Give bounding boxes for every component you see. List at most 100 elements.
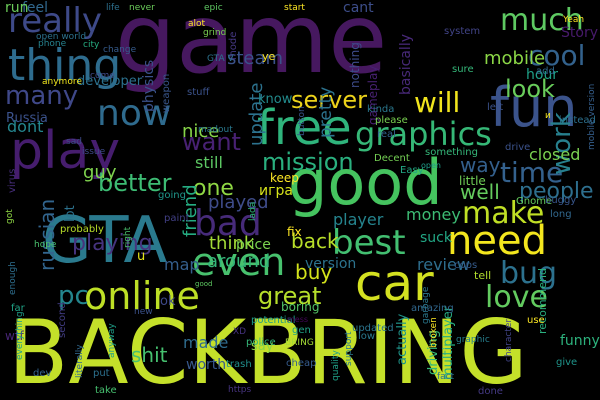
word-going: going bbox=[158, 190, 186, 201]
word-never: never bbox=[129, 3, 155, 13]
word-change: change bbox=[103, 45, 137, 55]
word-epic: epic bbox=[204, 3, 223, 13]
word-игра: игра bbox=[259, 183, 293, 199]
word-funny: funny bbox=[560, 333, 600, 349]
word-virus: virus bbox=[7, 169, 18, 193]
word-fix: fix bbox=[287, 225, 302, 239]
word-playing: playing bbox=[72, 231, 153, 256]
word-phone: phone bbox=[38, 39, 67, 49]
word-long: long bbox=[550, 209, 572, 220]
word-button: button bbox=[297, 106, 307, 136]
word-gen: gen bbox=[292, 325, 311, 336]
word-player: player bbox=[333, 210, 384, 229]
word-low: low bbox=[358, 331, 375, 342]
word-good: good bbox=[288, 146, 443, 219]
word-make: make bbox=[462, 196, 544, 231]
word-instead: instead bbox=[559, 115, 596, 126]
word-boring: boring bbox=[281, 300, 319, 314]
word-nothing: nothing bbox=[348, 42, 362, 88]
word-physics: physics bbox=[141, 60, 157, 112]
word-review: review bbox=[417, 255, 470, 274]
word-shit: shit bbox=[131, 343, 168, 367]
word-anymore: anymore bbox=[42, 77, 82, 87]
word-update: update bbox=[246, 83, 267, 146]
word-xd: XD bbox=[233, 327, 246, 337]
word-https: https bbox=[228, 385, 251, 395]
word-really: really bbox=[8, 1, 102, 41]
word-closed: closed bbox=[529, 145, 580, 164]
word-amazing: amazing bbox=[411, 303, 454, 314]
word-online: online bbox=[84, 274, 200, 318]
word-price: price bbox=[236, 237, 271, 253]
word-updated: updated bbox=[352, 323, 394, 334]
word-bug: bug bbox=[500, 256, 557, 291]
word-suck: suck bbox=[420, 230, 453, 246]
word-feel: feel bbox=[22, 0, 48, 16]
word-worth: worth bbox=[186, 357, 226, 373]
word-one: one bbox=[193, 176, 234, 201]
word-bring: BRING bbox=[285, 338, 314, 348]
word-potential: potential bbox=[251, 315, 295, 326]
word-cool: cool bbox=[528, 39, 585, 72]
word-real: real bbox=[377, 129, 396, 140]
word-server: server bbox=[291, 86, 367, 114]
word-weapon: weapon bbox=[161, 74, 172, 113]
word-mode: mode bbox=[228, 32, 239, 60]
word-fun: fun bbox=[490, 76, 577, 139]
word-money: money bbox=[406, 205, 461, 224]
word-way: way bbox=[460, 153, 501, 177]
word-back: back bbox=[291, 229, 339, 253]
word-well: well bbox=[460, 180, 500, 204]
word-map: map bbox=[164, 255, 200, 274]
word-car: car bbox=[355, 254, 434, 312]
word-love: love bbox=[485, 280, 548, 315]
word-mission: mission bbox=[262, 148, 354, 176]
word-gameplay: gameplay bbox=[366, 66, 380, 125]
word-bad: bad bbox=[194, 203, 262, 244]
word-recommend: recommend bbox=[536, 268, 549, 334]
word-grind: grind bbox=[203, 28, 226, 38]
word-graphics: graphics bbox=[355, 115, 492, 153]
word-literally: literally bbox=[75, 344, 85, 378]
word-please: please bbox=[375, 115, 408, 126]
word-gta-v: GTA V bbox=[207, 54, 234, 64]
word-around: around bbox=[207, 251, 270, 272]
word-want: want bbox=[182, 128, 241, 156]
word-start: start bbox=[284, 3, 305, 13]
word-trash: trash bbox=[226, 359, 252, 370]
word-life: life bbox=[106, 3, 120, 13]
word-good: good bbox=[195, 280, 212, 288]
word-far: far bbox=[11, 303, 26, 314]
word-work: work bbox=[547, 112, 577, 175]
word-developer: developer bbox=[77, 74, 143, 89]
word-time: time bbox=[500, 156, 563, 189]
word-got: got bbox=[5, 209, 15, 224]
word-sad: sad bbox=[66, 137, 82, 147]
word-police: police bbox=[246, 337, 276, 348]
word-easy: Easy bbox=[400, 165, 424, 176]
word-still: still bbox=[195, 153, 223, 172]
word-something: something bbox=[425, 147, 478, 158]
word-issue: issue bbox=[82, 147, 106, 157]
word-come: come bbox=[90, 71, 115, 81]
word-lada: lada bbox=[248, 202, 258, 221]
word-put: put bbox=[93, 368, 110, 379]
word-system: system bbox=[444, 26, 480, 37]
word-keep: keep bbox=[270, 171, 299, 185]
word-city: city bbox=[83, 40, 100, 50]
word-mess: mess bbox=[287, 315, 308, 324]
word-friend: friend bbox=[180, 184, 201, 237]
word-probably: probably bbox=[60, 224, 104, 235]
word-wtf: wtf bbox=[5, 329, 25, 343]
word-say: say bbox=[251, 339, 274, 354]
word-multiplayer: multiplayer bbox=[441, 305, 456, 380]
word-played: played bbox=[208, 192, 269, 213]
word-better: better bbox=[98, 169, 172, 197]
word-kinda: kinda bbox=[367, 104, 394, 115]
word-quality: quality bbox=[331, 350, 341, 381]
word-take: take bbox=[95, 385, 117, 396]
word-open-world: open world bbox=[36, 32, 86, 42]
word-dev: dev bbox=[33, 368, 52, 379]
word-и: и bbox=[545, 111, 551, 121]
